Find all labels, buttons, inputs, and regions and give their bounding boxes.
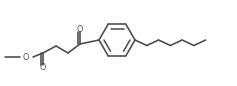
Text: O: O [77,25,83,34]
Text: O: O [40,63,46,72]
Text: O: O [23,52,29,61]
